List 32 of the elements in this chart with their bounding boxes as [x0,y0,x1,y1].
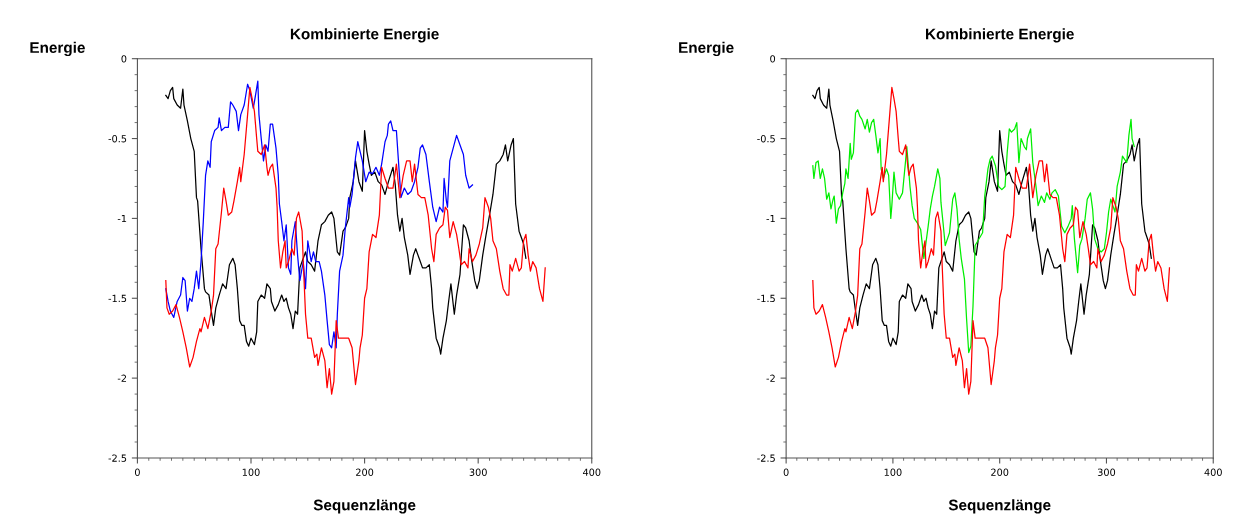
chart-title: Kombinierte Energie [290,28,439,43]
y-axis-title: Energie [679,41,734,57]
y-tick-label: -2.5 [108,454,127,462]
y-tick-label: -0.5 [108,135,127,143]
x-axis-title: Sequenzlänge [948,499,1051,514]
y-tick-label: -2 [117,374,127,382]
y-tick-label: -1 [117,215,127,223]
x-tick-label: 0 [783,468,789,476]
x-tick-label: 100 [884,468,902,476]
line-series [165,86,546,395]
x-tick-label: 400 [582,468,601,476]
x-tick-label: 300 [469,468,487,476]
y-tick-label: -0.5 [757,135,775,143]
y-tick-label: 0 [121,55,127,63]
chart-title: Kombinierte Energie [926,28,1074,43]
y-tick-label: -1 [766,215,775,223]
x-axis-title: Sequenzlänge [313,499,416,514]
line-series [812,86,1171,395]
y-tick-label: 0 [770,55,776,63]
x-tick-label: 100 [242,468,260,476]
y-tick-label: -2.5 [757,454,775,462]
y-tick-label: -1.5 [108,294,127,303]
y-tick-label: -2 [766,374,775,382]
y-tick-label: -1.5 [757,294,775,303]
line-series [165,86,527,355]
x-tick-label: 200 [356,468,374,476]
x-tick-label: 300 [1097,468,1116,476]
y-axis-title: Energie [30,41,85,57]
x-tick-label: 200 [991,468,1009,476]
line-series [165,80,474,349]
x-tick-label: 400 [1204,468,1222,476]
x-tick-label: 0 [134,468,140,476]
